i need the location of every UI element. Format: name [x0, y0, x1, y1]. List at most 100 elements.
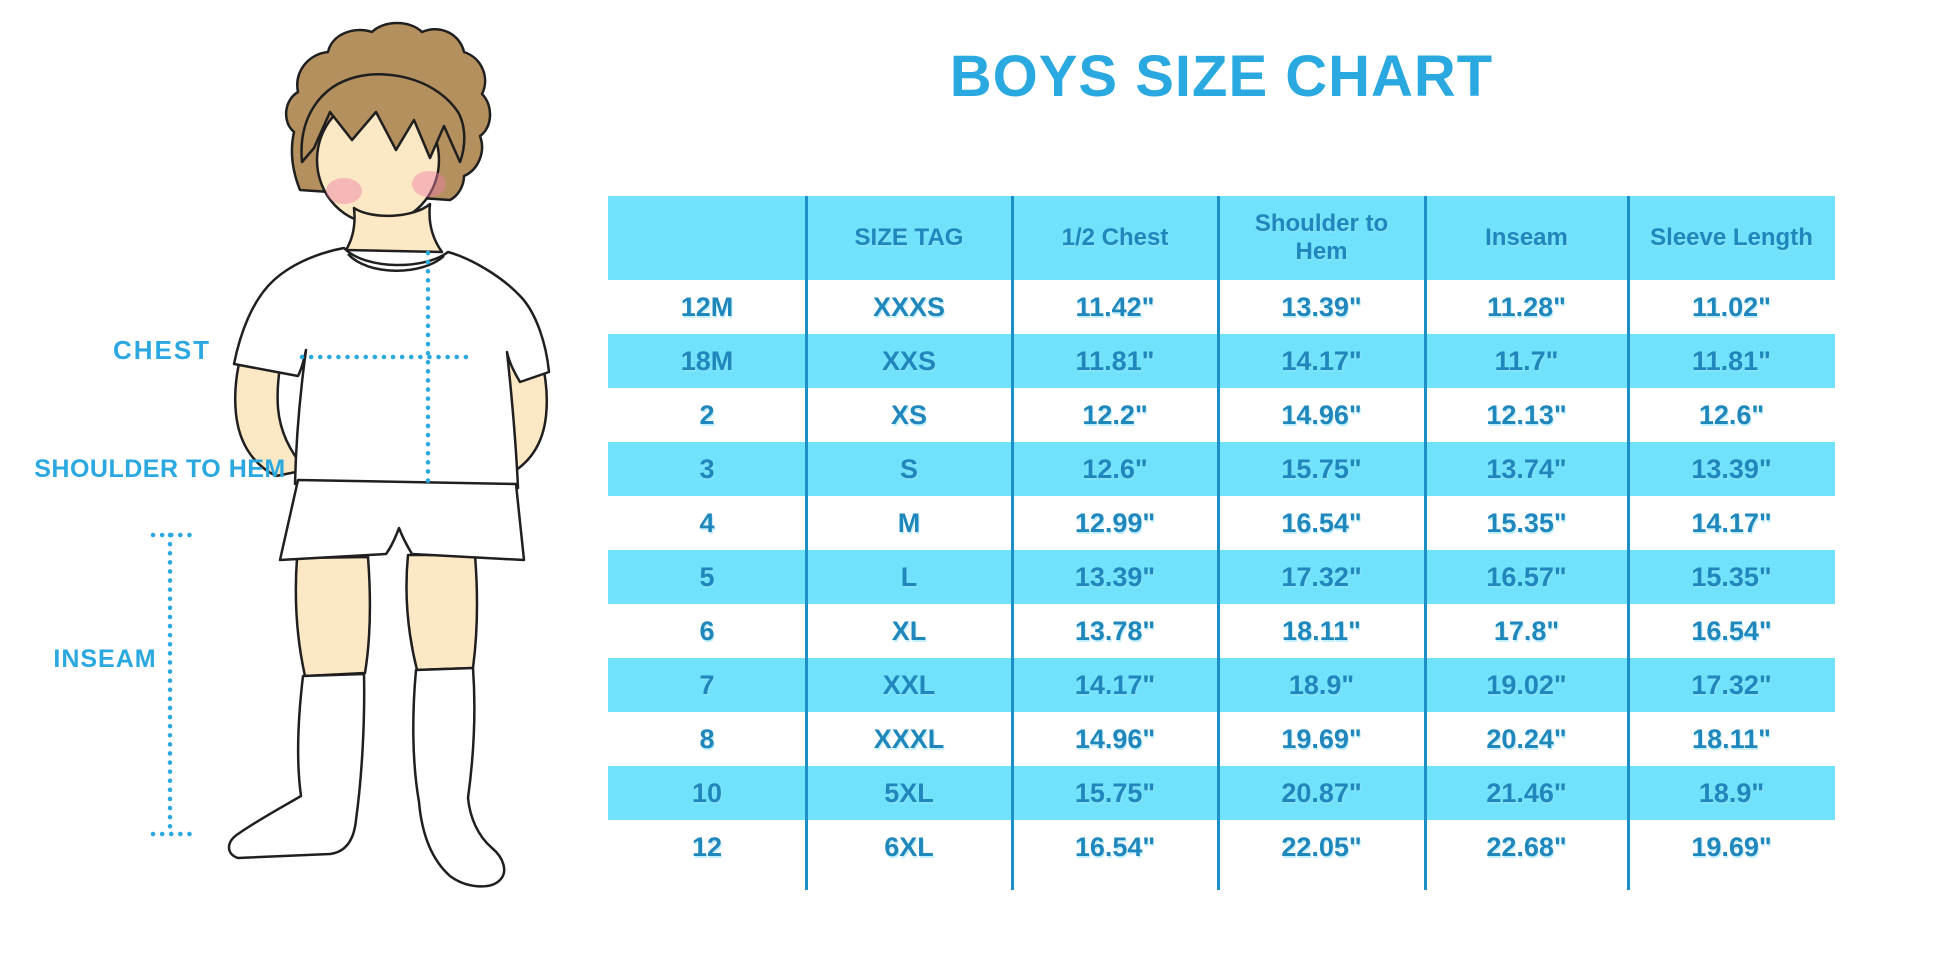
size-cell: 8	[699, 723, 715, 754]
size-tag-cell: 5XL	[884, 777, 934, 808]
column-divider	[1217, 196, 1220, 890]
boy-right-leg	[405, 553, 479, 672]
inseam-label: INSEAM	[53, 645, 156, 673]
column-divider	[1011, 196, 1014, 890]
inseam-cell: 11.28"	[1487, 291, 1566, 322]
sleeve-length-cell: 15.35"	[1691, 561, 1772, 592]
size-cell: 2	[699, 399, 715, 430]
size-cell: 7	[699, 669, 715, 700]
sleeve-length-cell: 12.6"	[1698, 399, 1765, 430]
table-row: 7 XXL 14.17" 18.9" 19.02" 17.32"	[608, 658, 1835, 712]
table-row: 8 XXXL 14.96" 19.69" 20.24" 18.11"	[608, 712, 1835, 766]
inseam-cell: 22.68"	[1486, 831, 1567, 862]
boy-neck	[344, 202, 444, 254]
shoulder-to-hem-label: SHOULDER TO HEM	[34, 455, 286, 483]
size-tag-cell: XXXL	[873, 723, 945, 754]
size-tag-cell: M	[897, 507, 921, 538]
size-tag-cell: L	[900, 561, 918, 592]
half-chest-cell: 12.6"	[1082, 453, 1148, 484]
shoulder-to-hem-cell: 14.96"	[1281, 399, 1362, 430]
table-row: 3 S 12.6" 15.75" 13.74" 13.39"	[608, 442, 1835, 496]
column-header-shoulder-to-hem: Shoulder to Hem	[1254, 210, 1389, 265]
shoulder-to-hem-cell: 22.05"	[1281, 831, 1362, 862]
size-cell: 4	[699, 507, 715, 538]
boy-hair-fringe	[300, 73, 466, 164]
boy-cheek-left	[326, 178, 362, 204]
column-header-size-tag: SIZE TAG	[854, 224, 964, 252]
table-header-row: SIZE TAG 1/2 Chest Shoulder to Hem Insea…	[608, 196, 1835, 280]
inseam-cell: 19.02"	[1486, 669, 1567, 700]
column-header-half-chest: 1/2 Chest	[1061, 224, 1169, 252]
inseam-cell: 17.8"	[1493, 615, 1560, 646]
boy-tshirt	[232, 246, 551, 490]
column-divider	[1627, 196, 1630, 890]
inseam-cell: 12.13"	[1486, 399, 1567, 430]
size-table: SIZE TAG 1/2 Chest Shoulder to Hem Insea…	[608, 196, 1835, 890]
boy-left-leg	[294, 555, 372, 678]
column-divider	[805, 196, 808, 890]
size-tag-cell: XXS	[881, 345, 937, 376]
inseam-cell: 16.57"	[1486, 561, 1567, 592]
column-header-inseam: Inseam	[1485, 224, 1568, 252]
size-cell: 18M	[680, 345, 734, 376]
inseam-cell: 13.74"	[1486, 453, 1567, 484]
size-tag-cell: XL	[891, 615, 927, 646]
table-row: 12M XXXS 11.42" 13.39" 11.28" 11.02"	[608, 280, 1835, 334]
half-chest-cell: 14.96"	[1074, 723, 1156, 754]
size-cell: 10	[691, 777, 723, 808]
chest-label: CHEST	[113, 335, 211, 365]
size-tag-cell: XS	[890, 399, 928, 430]
boy-shorts	[278, 478, 526, 562]
table-row: 5 L 13.39" 17.32" 16.57" 15.35"	[608, 550, 1835, 604]
half-chest-cell: 14.17"	[1074, 669, 1156, 700]
size-cell: 12	[691, 831, 723, 862]
shoulder-to-hem-cell: 18.9"	[1288, 669, 1355, 700]
size-cell: 12M	[680, 291, 734, 322]
inseam-cell: 15.35"	[1486, 507, 1567, 538]
shoulder-to-hem-cell: 16.54"	[1281, 507, 1362, 538]
size-cell: 3	[699, 453, 715, 484]
sleeve-length-cell: 11.81"	[1692, 345, 1771, 376]
inseam-cell: 20.24"	[1486, 723, 1567, 754]
half-chest-cell: 13.39"	[1074, 561, 1156, 592]
sleeve-length-cell: 19.69"	[1691, 831, 1772, 862]
table-row: 18M XXS 11.81" 14.17" 11.7" 11.81"	[608, 334, 1835, 388]
shoulder-to-hem-cell: 14.17"	[1281, 345, 1362, 376]
page-title: BOYS SIZE CHART	[949, 44, 1494, 109]
shoulder-to-hem-cell: 18.11"	[1282, 615, 1361, 646]
table-row: 6 XL 13.78" 18.11" 17.8" 16.54"	[608, 604, 1835, 658]
sleeve-length-cell: 14.17"	[1691, 507, 1772, 538]
half-chest-cell: 11.81"	[1075, 345, 1155, 376]
half-chest-cell: 12.99"	[1074, 507, 1156, 538]
table-row: 4 M 12.99" 16.54" 15.35" 14.17"	[608, 496, 1835, 550]
shoulder-to-hem-cell: 20.87"	[1281, 777, 1362, 808]
boy-measurement-illustration: CHEST SHOULDER TO HEM INSEAM	[34, 21, 551, 888]
size-cell: 6	[699, 615, 715, 646]
inseam-cell: 11.7"	[1494, 345, 1559, 376]
shoulder-to-hem-cell: 15.75"	[1281, 453, 1362, 484]
table-row: 10 5XL 15.75" 20.87" 21.46" 18.9"	[608, 766, 1835, 820]
shoulder-to-hem-cell: 19.69"	[1281, 723, 1362, 754]
shoulder-to-hem-cell: 17.32"	[1281, 561, 1362, 592]
table-row: 12 6XL 16.54" 22.05" 22.68" 19.69"	[608, 820, 1835, 874]
size-cell: 5	[699, 561, 715, 592]
column-header-sleeve-length: Sleeve Length	[1650, 224, 1813, 252]
sleeve-length-cell: 18.9"	[1698, 777, 1765, 808]
sleeve-length-cell: 11.02"	[1692, 291, 1771, 322]
inseam-cell: 21.46"	[1486, 777, 1567, 808]
half-chest-cell: 12.2"	[1082, 399, 1148, 430]
size-tag-cell: XXL	[882, 669, 936, 700]
boy-left-sock	[227, 672, 366, 860]
boy-collar	[347, 253, 445, 272]
sleeve-length-cell: 17.32"	[1691, 669, 1772, 700]
half-chest-cell: 16.54"	[1074, 831, 1156, 862]
half-chest-cell: 15.75"	[1074, 777, 1156, 808]
sleeve-length-cell: 18.11"	[1692, 723, 1771, 754]
column-divider	[1424, 196, 1427, 890]
half-chest-cell: 13.78"	[1074, 615, 1156, 646]
size-tag-cell: S	[899, 453, 918, 484]
size-tag-cell: 6XL	[884, 831, 934, 862]
sleeve-length-cell: 16.54"	[1691, 615, 1772, 646]
table-row: 2 XS 12.2" 14.96" 12.13" 12.6"	[608, 388, 1835, 442]
